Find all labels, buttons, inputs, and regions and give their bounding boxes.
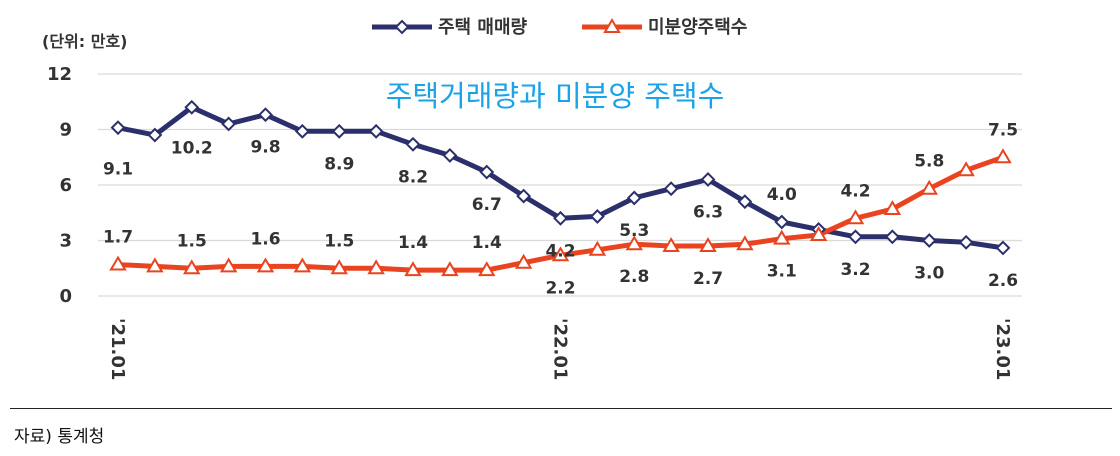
data-point — [700, 172, 716, 187]
data-point — [110, 120, 126, 136]
data-point — [514, 253, 533, 269]
data-point — [293, 257, 312, 273]
data-label: 5.3 — [619, 221, 649, 241]
data-point — [736, 235, 754, 251]
data-point — [588, 240, 607, 256]
data-point — [958, 234, 974, 250]
data-point — [883, 200, 902, 216]
data-label: 9.8 — [250, 138, 280, 158]
data-label: 3.2 — [840, 260, 870, 280]
x-tick-label: '22.01 — [550, 318, 571, 380]
y-tick-label: 9 — [59, 120, 72, 141]
data-label: 1.4 — [398, 233, 428, 253]
data-point — [774, 214, 790, 230]
data-label: 4.2 — [840, 181, 870, 201]
data-label: 4.0 — [767, 185, 797, 205]
data-label: 3.1 — [767, 262, 797, 282]
data-point — [221, 116, 237, 132]
data-label: 8.9 — [324, 154, 354, 174]
data-point — [405, 136, 421, 152]
data-label: 2.2 — [545, 278, 575, 298]
line-chart: 0 3 6 9 12 (단위: 만호) 주택거래량과 미분양 주택수 주택 매매량 미분양주택수… — [42, 17, 1022, 380]
data-point — [367, 259, 385, 275]
x-tick: '21.01 — [107, 318, 128, 380]
data-label: 1.5 — [324, 231, 354, 251]
data-label: 2.8 — [619, 267, 649, 287]
x-tick-label: '21.01 — [107, 318, 128, 380]
data-label: 10.2 — [171, 138, 213, 158]
data-point — [737, 194, 753, 210]
legend-label: 미분양주택수 — [648, 17, 747, 38]
data-point — [330, 259, 348, 275]
data-label: 1.7 — [103, 228, 133, 248]
data-point — [294, 123, 310, 139]
data-point — [256, 257, 275, 273]
y-tick-label: 6 — [59, 175, 72, 196]
data-point — [109, 255, 127, 271]
y-tick-label: 12 — [47, 64, 72, 85]
data-point — [479, 164, 495, 180]
data-point — [994, 148, 1012, 164]
data-point — [258, 107, 273, 123]
data-point — [589, 209, 605, 224]
data-point — [441, 261, 459, 277]
source-note: 자료) 통계청 — [14, 427, 105, 447]
data-point — [663, 181, 679, 197]
data-point — [183, 259, 201, 275]
data-point — [626, 190, 642, 206]
data-label: 7.5 — [988, 120, 1018, 140]
data-point — [442, 147, 458, 163]
data-point — [404, 261, 422, 277]
data-label: 8.2 — [398, 167, 428, 187]
data-point — [662, 237, 680, 253]
data-point — [478, 261, 496, 277]
data-point — [147, 127, 163, 143]
data-point — [848, 229, 863, 245]
x-tick-label: '23.01 — [992, 318, 1013, 380]
data-point — [809, 225, 828, 241]
data-point — [553, 210, 568, 226]
data-label: 1.6 — [250, 229, 280, 249]
x-tick: '23.01 — [992, 318, 1013, 380]
legend-marker — [603, 18, 621, 33]
data-point — [368, 123, 384, 139]
data-label: 6.7 — [472, 195, 502, 215]
y-tick-label: 0 — [59, 286, 72, 307]
data-point — [331, 123, 347, 139]
data-point — [921, 233, 937, 248]
data-point — [995, 240, 1011, 256]
data-label: 9.1 — [103, 160, 133, 180]
data-point — [846, 209, 865, 225]
data-label: 2.7 — [693, 269, 723, 289]
data-label: 1.5 — [177, 231, 207, 251]
x-tick: '22.01 — [550, 318, 571, 380]
legend-label: 주택 매매량 — [438, 17, 528, 38]
data-point — [551, 246, 570, 262]
data-label: 4.2 — [545, 241, 575, 261]
data-label: 3.0 — [914, 264, 944, 284]
data-label: 5.8 — [914, 152, 944, 172]
data-point — [773, 229, 791, 245]
bottom-divider — [10, 408, 1112, 409]
data-point — [884, 229, 900, 245]
series-line — [117, 104, 1004, 251]
data-label: 1.4 — [472, 233, 502, 253]
data-point — [516, 188, 532, 204]
data-point — [625, 235, 643, 251]
y-tick-label: 3 — [59, 231, 72, 252]
data-point — [184, 99, 200, 115]
legend-marker — [394, 19, 410, 35]
data-point — [219, 257, 238, 273]
data-point — [957, 161, 975, 177]
data-point — [920, 179, 938, 195]
data-label: 6.3 — [693, 202, 723, 222]
unit-label: (단위: 만호) — [42, 32, 127, 51]
data-point — [699, 237, 717, 253]
chart-title: 주택거래량과 미분양 주택수 — [386, 79, 725, 113]
data-point — [146, 257, 164, 273]
data-label: 2.6 — [988, 271, 1018, 291]
